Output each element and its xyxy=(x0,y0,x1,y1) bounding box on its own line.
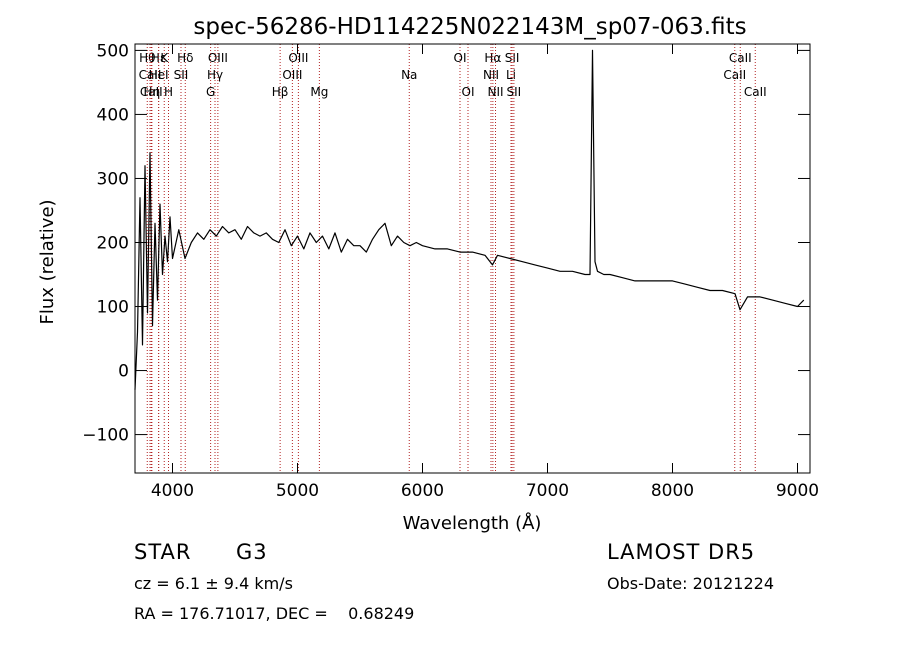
y-tick-label-0: 0 xyxy=(118,362,129,382)
spectral-line-label-26: CaII xyxy=(729,51,752,65)
spectral-line-label-1: CaII xyxy=(139,68,162,82)
x-tick-label-7000: 7000 xyxy=(526,481,569,501)
spectral-line-label-19: OI xyxy=(462,85,475,99)
y-tick-label--100: −100 xyxy=(82,426,129,446)
spectral-line-label-28: CaII xyxy=(744,85,767,99)
spectral-line-label-17: Na xyxy=(401,68,417,82)
object-class: STAR xyxy=(134,540,192,564)
spectrum-series xyxy=(134,49,805,390)
spectral-line-label-2: CaII xyxy=(140,85,163,99)
spectral-line-label-7: H xyxy=(164,85,173,99)
y-tick-label-300: 300 xyxy=(97,169,129,189)
spectral-line-label-8: SII xyxy=(174,68,189,82)
chart-title: spec-56286-HD114225N022143M_sp07-063.fit… xyxy=(193,14,746,40)
spectral-line-label-6: K xyxy=(160,51,169,65)
spectral-line-label-22: NII xyxy=(487,85,503,99)
spectral-line-label-0: Hθ xyxy=(139,51,155,65)
subclass: G3 xyxy=(236,540,268,564)
spectral-line-label-3: Hε xyxy=(151,51,167,65)
spectral-line-label-20: Hα xyxy=(484,51,501,65)
spectral-line-label-16: Mg xyxy=(310,85,328,99)
x-tick-label-8000: 8000 xyxy=(651,481,694,501)
y-tick-label-400: 400 xyxy=(97,105,129,125)
spectral-line-label-9: Hδ xyxy=(177,51,193,65)
plot-frame xyxy=(134,43,811,474)
spectral-line-label-15: OIII xyxy=(282,68,302,82)
spectral-line-label-18: OI xyxy=(454,51,467,65)
spectrum-line-0 xyxy=(134,49,805,390)
x-tick-label-9000: 9000 xyxy=(776,481,819,501)
x-tick-label-4000: 4000 xyxy=(151,481,194,501)
survey-label: LAMOST DR5 xyxy=(607,540,756,564)
x-tick-label-6000: 6000 xyxy=(401,481,444,501)
spectral-line-label-5: Hη xyxy=(144,85,161,99)
obs-date: Obs-Date: 20121224 xyxy=(607,574,775,593)
spectral-line-label-14: OIII xyxy=(288,51,308,65)
spectral-line-label-4: HeI xyxy=(149,68,169,82)
y-tick-label-100: 100 xyxy=(97,298,129,318)
spectral-line-label-13: Hβ xyxy=(272,85,289,99)
redshift-cz: cz = 6.1 ± 9.4 km/s xyxy=(134,574,293,593)
x-axis-label: Wavelength (Å) xyxy=(403,512,542,534)
spectral-line-label-12: G xyxy=(206,85,215,99)
y-tick-label-500: 500 xyxy=(97,41,129,61)
y-tick-label-200: 200 xyxy=(97,233,129,253)
spectral-line-label-25: SII xyxy=(507,85,522,99)
spectral-line-label-23: SII xyxy=(505,51,520,65)
coordinates: RA = 176.71017, DEC = 0.68249 xyxy=(134,604,415,623)
spectral-line-label-11: Hγ xyxy=(207,68,223,82)
spectral-line-label-21: NII xyxy=(483,68,499,82)
y-axis-label: Flux (relative) xyxy=(37,199,58,324)
axes: 4000 5000 6000 7000 8000 9000 −100 0 100 200 300 40… xyxy=(82,41,819,501)
spectral-line-label-27: CaII xyxy=(723,68,746,82)
x-tick-label-5000: 5000 xyxy=(276,481,319,501)
spectral-line-label-10: OIII xyxy=(208,51,228,65)
spectral-line-label-24: Li xyxy=(506,68,516,82)
